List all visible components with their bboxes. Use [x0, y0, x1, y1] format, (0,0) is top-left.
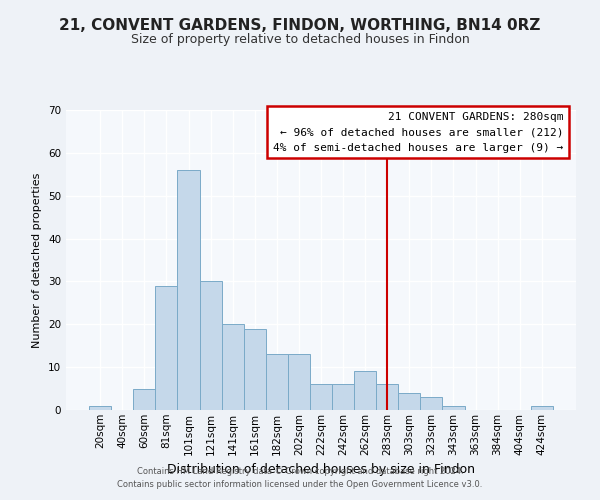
Text: 21, CONVENT GARDENS, FINDON, WORTHING, BN14 0RZ: 21, CONVENT GARDENS, FINDON, WORTHING, B… [59, 18, 541, 32]
Text: Contains HM Land Registry data © Crown copyright and database right 2024.: Contains HM Land Registry data © Crown c… [137, 468, 463, 476]
Bar [310, 384, 332, 410]
Bar [398, 393, 421, 410]
Bar [200, 282, 221, 410]
Bar [178, 170, 200, 410]
Bar [531, 406, 553, 410]
Bar [288, 354, 310, 410]
Bar [133, 388, 155, 410]
Bar [421, 397, 442, 410]
Bar [442, 406, 464, 410]
Y-axis label: Number of detached properties: Number of detached properties [32, 172, 43, 348]
Text: Contains public sector information licensed under the Open Government Licence v3: Contains public sector information licen… [118, 480, 482, 489]
Bar [155, 286, 178, 410]
Bar [376, 384, 398, 410]
Bar [89, 406, 111, 410]
Bar [354, 372, 376, 410]
Bar [332, 384, 354, 410]
Bar [244, 328, 266, 410]
Bar [221, 324, 244, 410]
Text: 21 CONVENT GARDENS: 280sqm
← 96% of detached houses are smaller (212)
4% of semi: 21 CONVENT GARDENS: 280sqm ← 96% of deta… [273, 112, 563, 152]
X-axis label: Distribution of detached houses by size in Findon: Distribution of detached houses by size … [167, 463, 475, 476]
Bar [266, 354, 288, 410]
Text: Size of property relative to detached houses in Findon: Size of property relative to detached ho… [131, 32, 469, 46]
